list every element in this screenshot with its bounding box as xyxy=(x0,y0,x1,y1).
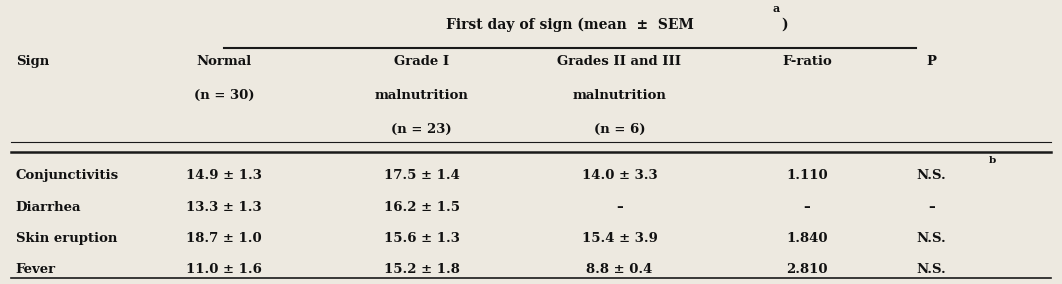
Text: (n = 30): (n = 30) xyxy=(193,89,254,102)
Text: Normal: Normal xyxy=(196,55,252,68)
Text: F-ratio: F-ratio xyxy=(782,55,832,68)
Text: 18.7 ± 1.0: 18.7 ± 1.0 xyxy=(186,232,262,245)
Text: (n = 23): (n = 23) xyxy=(392,123,452,136)
Text: (n = 6): (n = 6) xyxy=(594,123,646,136)
Text: 1.110: 1.110 xyxy=(786,169,827,182)
Text: a: a xyxy=(773,3,781,14)
Text: 15.4 ± 3.9: 15.4 ± 3.9 xyxy=(582,232,657,245)
Text: 11.0 ± 1.6: 11.0 ± 1.6 xyxy=(186,263,262,276)
Text: Sign: Sign xyxy=(16,55,49,68)
Text: First day of sign (mean  ±  SEM: First day of sign (mean ± SEM xyxy=(446,18,693,32)
Text: 15.2 ± 1.8: 15.2 ± 1.8 xyxy=(383,263,460,276)
Text: Grade I: Grade I xyxy=(394,55,449,68)
Text: P: P xyxy=(927,55,937,68)
Text: Conjunctivitis: Conjunctivitis xyxy=(16,169,119,182)
Text: N.S.: N.S. xyxy=(917,169,946,182)
Text: –: – xyxy=(616,201,622,214)
Text: Grades II and III: Grades II and III xyxy=(558,55,682,68)
Text: Diarrhea: Diarrhea xyxy=(16,201,82,214)
Text: Skin eruption: Skin eruption xyxy=(16,232,117,245)
Text: 2.810: 2.810 xyxy=(786,263,827,276)
Text: 1.840: 1.840 xyxy=(786,232,827,245)
Text: N.S.: N.S. xyxy=(917,263,946,276)
Text: malnutrition: malnutrition xyxy=(375,89,468,102)
Text: 14.0 ± 3.3: 14.0 ± 3.3 xyxy=(582,169,657,182)
Text: –: – xyxy=(804,201,810,214)
Text: malnutrition: malnutrition xyxy=(572,89,666,102)
Text: 15.6 ± 1.3: 15.6 ± 1.3 xyxy=(383,232,460,245)
Text: Fever: Fever xyxy=(16,263,56,276)
Text: 13.3 ± 1.3: 13.3 ± 1.3 xyxy=(186,201,262,214)
Text: N.S.: N.S. xyxy=(917,232,946,245)
Text: b: b xyxy=(989,156,996,165)
Text: ): ) xyxy=(782,18,788,32)
Text: 16.2 ± 1.5: 16.2 ± 1.5 xyxy=(383,201,460,214)
Text: –: – xyxy=(928,201,935,214)
Text: 8.8 ± 0.4: 8.8 ± 0.4 xyxy=(586,263,653,276)
Text: 17.5 ± 1.4: 17.5 ± 1.4 xyxy=(383,169,460,182)
Text: 14.9 ± 1.3: 14.9 ± 1.3 xyxy=(186,169,262,182)
